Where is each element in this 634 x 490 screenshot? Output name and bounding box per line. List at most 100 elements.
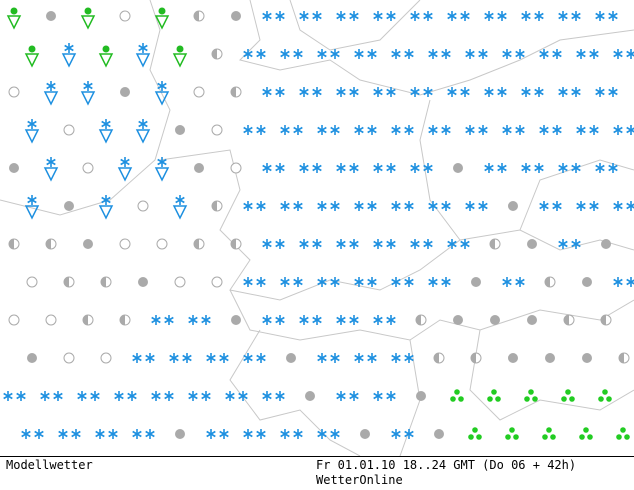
star-stroke — [58, 430, 68, 438]
star-stroke — [225, 392, 235, 400]
rain-dot — [561, 396, 567, 402]
cloud-dot — [453, 163, 463, 173]
star-stroke — [108, 430, 118, 438]
star-stroke — [391, 278, 401, 286]
star-stroke — [256, 430, 266, 438]
star-stroke — [502, 278, 512, 286]
star-stroke — [95, 430, 105, 438]
shower-triangle — [98, 129, 114, 144]
star-stroke — [410, 88, 420, 96]
light-cloud — [100, 352, 112, 364]
star-stroke — [262, 88, 272, 96]
light-cloud — [211, 276, 223, 288]
shower-triangle — [172, 53, 188, 68]
star-stroke — [101, 196, 111, 204]
star-stroke — [534, 164, 544, 172]
star-stroke — [157, 158, 167, 166]
half-cloud-fill — [231, 87, 236, 97]
shower-triangle — [43, 167, 59, 182]
rain-dot — [546, 427, 552, 433]
star-stroke — [410, 164, 420, 172]
cloud-dot — [194, 163, 204, 173]
star-stroke — [275, 316, 285, 324]
star-stroke — [201, 316, 211, 324]
star-stroke — [521, 12, 531, 20]
shower-triangle — [98, 205, 114, 220]
shower-triangle — [61, 53, 77, 68]
star-stroke — [391, 50, 401, 58]
star-stroke — [423, 88, 433, 96]
star-stroke — [256, 126, 266, 134]
rain-dot — [513, 434, 519, 440]
cloud-dot — [453, 315, 463, 325]
rain-dot — [587, 434, 593, 440]
star-stroke — [349, 88, 359, 96]
half-cloud-fill — [64, 277, 69, 287]
star-stroke — [330, 278, 340, 286]
half-cloud-fill — [194, 239, 199, 249]
star-stroke — [349, 164, 359, 172]
shower-triangle — [135, 53, 151, 68]
half-cloud-fill — [416, 315, 421, 325]
shower-triangle — [24, 53, 40, 68]
star-stroke — [441, 50, 451, 58]
star-stroke — [243, 126, 253, 134]
star-stroke — [132, 430, 142, 438]
star-stroke — [145, 430, 155, 438]
shower-dot — [84, 7, 92, 15]
cloud-dot — [508, 201, 518, 211]
cloud-dot — [508, 353, 518, 363]
cloud-dot — [360, 429, 370, 439]
star-stroke — [465, 202, 475, 210]
star-stroke — [367, 126, 377, 134]
star-stroke — [349, 316, 359, 324]
star-stroke — [312, 164, 322, 172]
star-stroke — [428, 278, 438, 286]
star-stroke — [256, 354, 266, 362]
coast — [0, 0, 171, 216]
star-stroke — [349, 12, 359, 20]
cloud-dot — [138, 277, 148, 287]
star-stroke — [608, 164, 618, 172]
shower-triangle — [172, 205, 188, 220]
star-stroke — [330, 430, 340, 438]
star-stroke — [441, 202, 451, 210]
star-stroke — [330, 126, 340, 134]
star-stroke — [299, 316, 309, 324]
half-cloud-fill — [231, 239, 236, 249]
star-stroke — [256, 202, 266, 210]
star-stroke — [595, 12, 605, 20]
star-stroke — [404, 202, 414, 210]
star-stroke — [317, 126, 327, 134]
star-stroke — [138, 44, 148, 52]
star-stroke — [441, 126, 451, 134]
star-stroke — [127, 392, 137, 400]
rain-dot — [505, 434, 511, 440]
star-stroke — [373, 240, 383, 248]
star-stroke — [497, 88, 507, 96]
rain-dot — [616, 434, 622, 440]
star-stroke — [410, 240, 420, 248]
shower-dot — [28, 45, 36, 53]
star-stroke — [608, 12, 618, 20]
star-stroke — [262, 164, 272, 172]
star-stroke — [515, 50, 525, 58]
star-stroke — [354, 126, 364, 134]
rain-dot — [598, 396, 604, 402]
star-stroke — [293, 278, 303, 286]
cloud-dot — [527, 239, 537, 249]
star-stroke — [428, 126, 438, 134]
shower-dot — [176, 45, 184, 53]
shower-dot — [10, 7, 18, 15]
star-stroke — [552, 126, 562, 134]
star-stroke — [280, 126, 290, 134]
light-cloud — [137, 200, 149, 212]
star-stroke — [101, 120, 111, 128]
rain-dot — [550, 434, 556, 440]
star-stroke — [275, 88, 285, 96]
star-stroke — [120, 158, 130, 166]
star-stroke — [428, 50, 438, 58]
shower-triangle — [135, 129, 151, 144]
star-stroke — [460, 240, 470, 248]
star-stroke — [497, 12, 507, 20]
